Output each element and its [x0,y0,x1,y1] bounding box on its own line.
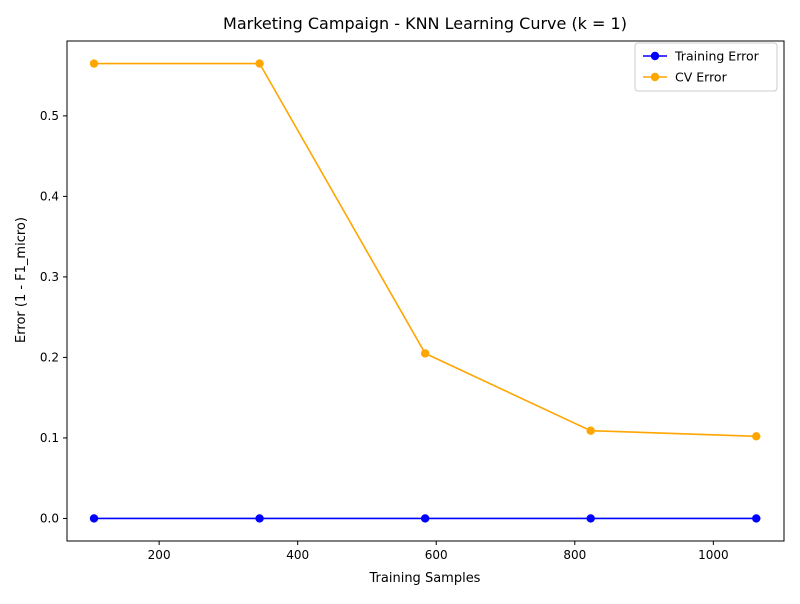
x-tick-label: 600 [425,548,448,562]
cv-error-point [752,432,761,441]
cv-error-point [420,349,430,358]
legend-box [634,42,778,92]
training-error-point [89,514,99,523]
cv-error-point [89,59,99,68]
training-error-point [255,514,264,523]
x-tick-label: 800 [563,548,586,562]
training-error-point [586,514,595,523]
x-tick-label: 200 [148,548,171,562]
training-error-legend-label: Training Error [674,49,760,64]
cv-error-point [586,426,595,435]
x-tick-label: 400 [286,548,309,562]
cv-error-point [255,59,264,68]
y-tick-label: 0.0 [40,511,59,525]
legend: Training Error CV Error [634,42,778,92]
x-axis-label: Training Samples [369,571,481,586]
y-axis-label: Error (1 - F1_micro) [14,217,29,343]
axes-frame [66,40,785,542]
y-tick-label: 0.5 [40,109,59,123]
training-error-legend-marker [650,51,660,61]
y-tick-label: 0.2 [40,350,59,364]
y-tick-label: 0.1 [40,431,59,445]
cv-error-legend-marker [650,72,660,82]
chart-title: Marketing Campaign - KNN Learning Curve … [223,14,627,33]
x-tick-label: 1000 [698,548,729,562]
y-tick-label: 0.4 [40,189,59,203]
y-tick-label: 0.3 [40,270,59,284]
cv-error-legend-label: CV Error [675,70,728,85]
plot-area: 200 400 600 800 1000 0.0 0.1 0.2 0.3 0.4 0.5 [40,40,785,562]
training-error-point [420,514,430,523]
training-error-point [752,514,761,523]
